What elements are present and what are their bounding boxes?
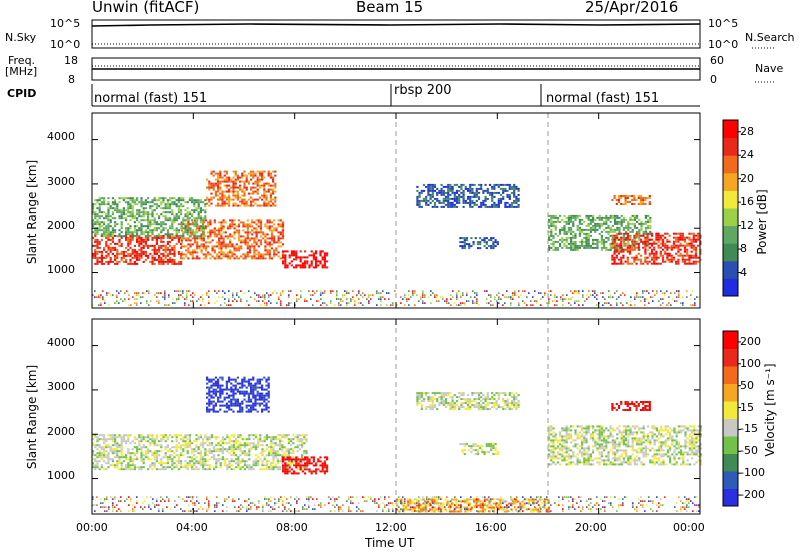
cpid-segment-1: normal (fast) 151 — [94, 91, 208, 106]
nsky-tick-bottom: 10^0 — [50, 38, 81, 51]
data-region-2 — [282, 456, 329, 475]
nsky-tick-top: 10^5 — [50, 17, 81, 30]
colorbar-tick-label: 20 — [740, 171, 754, 185]
colorbar-tick-label: -15 — [740, 422, 758, 436]
data-region-1 — [206, 376, 270, 413]
velocity-ytick-2000: 2000 — [47, 425, 75, 438]
colorbar-cell-8 — [723, 348, 738, 367]
cpid-segment-2: rbsp 200 — [394, 83, 452, 98]
cpid-label: CPID — [7, 87, 37, 100]
colorbar-cell-7 — [723, 155, 738, 174]
data-region-2 — [282, 250, 329, 269]
data-region-3 — [206, 170, 277, 207]
colorbar-cell-6 — [723, 383, 738, 402]
nsearch-tick-bottom: 10^0 — [708, 38, 739, 51]
colorbar-tick-label: 4 — [740, 265, 747, 279]
data-region-6 — [459, 237, 499, 250]
xtick-1: 04:00 — [176, 521, 208, 534]
data-region-9 — [611, 195, 651, 205]
freq-label: Freq. — [8, 54, 36, 67]
xtick-3: 12:00 — [375, 521, 407, 534]
data-region-4 — [459, 443, 499, 456]
colorbar-cell-3 — [723, 436, 738, 454]
data-region-0 — [92, 434, 308, 471]
colorbar-cell-6 — [723, 172, 738, 191]
colorbar-cell-2 — [723, 453, 738, 472]
power-colorbar — [722, 119, 741, 297]
colorbar-cell-9 — [723, 120, 738, 139]
colorbar-cell-0 — [723, 488, 738, 507]
colorbar-tick-label: 8 — [740, 242, 747, 256]
colorbar-tick-label: -200 — [740, 488, 765, 502]
power-panel — [91, 112, 702, 309]
colorbar-cell-5 — [723, 190, 738, 209]
power-ytick-3000: 3000 — [47, 175, 75, 188]
station-title: Unwin (fitACF) — [92, 0, 200, 16]
nsearch-label: N.Search — [745, 31, 795, 44]
data-region-1 — [180, 219, 285, 260]
xtick-0: 00:00 — [76, 521, 108, 534]
beam-title: Beam 15 — [356, 0, 424, 16]
nsky-strip — [91, 19, 701, 49]
colorbar-cell-1 — [723, 471, 738, 489]
near-range-noise — [92, 496, 700, 512]
colorbar-tick-label: 16 — [740, 195, 754, 209]
colorbar-tick-label: 12 — [740, 218, 754, 232]
colorbar-frame — [722, 119, 739, 297]
velocity-colorbar — [722, 330, 741, 507]
colorbar-tick-label: 15 — [740, 400, 754, 414]
data-region-5 — [416, 183, 520, 208]
nsky-trace — [91, 23, 701, 27]
colorbar-tick-label: 28 — [740, 124, 754, 138]
xtick-2: 08:00 — [276, 521, 308, 534]
nsky-label: N.Sky — [5, 31, 37, 44]
nave-tick-bottom: 0 — [710, 73, 717, 86]
data-region-8 — [611, 232, 702, 265]
velocity-ytick-3000: 3000 — [47, 380, 75, 393]
colorbar-cell-9 — [723, 331, 738, 349]
colorbar-cell-1 — [723, 260, 738, 279]
freq-tick-bottom: 8 — [68, 73, 75, 86]
power-ytick-4000: 4000 — [47, 130, 75, 143]
near-range-noise — [92, 290, 700, 306]
data-region-0 — [92, 234, 183, 265]
colorbar-cell-4 — [723, 418, 738, 437]
xtick-6: 00:00 — [673, 521, 705, 534]
freq-tick-top: 18 — [64, 54, 78, 67]
data-region-4 — [92, 197, 207, 238]
velocity-panel — [91, 318, 702, 515]
colorbar-tick-label: 24 — [740, 148, 754, 162]
xlabel: Time UT — [365, 536, 415, 550]
cpid-segment-3: normal (fast) 151 — [546, 91, 660, 106]
xtick-4: 16:00 — [475, 521, 507, 534]
colorbar-frame — [722, 330, 739, 507]
data-region-3 — [416, 392, 520, 411]
colorbar-tick-label: -100 — [740, 466, 765, 480]
colorbar-cell-4 — [723, 208, 738, 227]
power-ytick-1000: 1000 — [47, 263, 75, 276]
nave-tick-top: 60 — [710, 54, 724, 67]
colorbar-cell-8 — [723, 137, 738, 156]
colorbar-cell-0 — [723, 278, 738, 297]
xtick-5: 20:00 — [575, 521, 607, 534]
colorbar-cell-3 — [723, 225, 738, 244]
velocity-ytick-4000: 4000 — [47, 336, 75, 349]
colorbar-cell-5 — [723, 401, 738, 419]
data-region-5 — [548, 425, 702, 466]
velocity-ytick-1000: 1000 — [47, 469, 75, 482]
colorbar-tick-label: -50 — [740, 444, 758, 458]
nave-label: Nave — [755, 62, 784, 75]
power-ytick-2000: 2000 — [47, 219, 75, 232]
freq-unit: [MHz] — [5, 65, 38, 78]
nsearch-tick-top: 10^5 — [708, 17, 739, 30]
colorbar-cell-2 — [723, 243, 738, 262]
colorbar-tick-label: 200 — [740, 334, 761, 348]
data-region-6 — [611, 401, 651, 411]
colorbar-cell-7 — [723, 366, 738, 384]
colorbar-tick-label: 50 — [740, 378, 754, 392]
colorbar-tick-label: 100 — [740, 356, 761, 370]
date-title: 25/Apr/2016 — [585, 0, 679, 16]
